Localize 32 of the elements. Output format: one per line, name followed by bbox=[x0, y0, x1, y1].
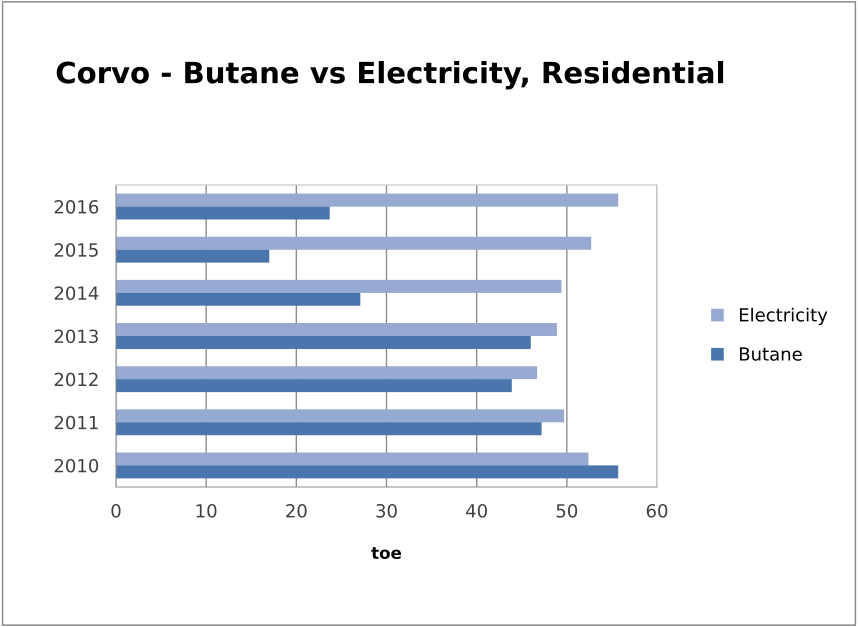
x-tick-label: 0 bbox=[111, 504, 121, 518]
bar bbox=[116, 206, 330, 220]
bar bbox=[116, 379, 512, 392]
bar bbox=[116, 292, 360, 306]
bar bbox=[116, 409, 564, 422]
bar bbox=[116, 336, 531, 349]
bar bbox=[116, 280, 562, 293]
y-tick-label: 2013 bbox=[54, 329, 98, 344]
y-tick-label: 2010 bbox=[54, 458, 98, 473]
chart-title: Corvo - Butane vs Electricity, Residential bbox=[56, 61, 724, 90]
x-tick-label: 20 bbox=[286, 504, 307, 518]
x-tick-label: 40 bbox=[466, 504, 487, 518]
y-tick-label: 2014 bbox=[54, 286, 98, 300]
bar bbox=[116, 194, 618, 207]
bar bbox=[116, 465, 618, 478]
x-tick-label: 10 bbox=[196, 504, 216, 518]
y-tick-label: 2015 bbox=[54, 243, 98, 257]
legend-label: Butane bbox=[740, 347, 802, 361]
bar bbox=[116, 422, 542, 436]
bar bbox=[116, 366, 538, 380]
bar bbox=[116, 250, 270, 263]
bar bbox=[116, 452, 588, 466]
legend-label: Electricity bbox=[740, 308, 828, 326]
x-tick-label: 30 bbox=[376, 504, 397, 518]
x-axis-title: toe bbox=[371, 547, 402, 560]
x-tick-label: 50 bbox=[556, 504, 578, 518]
bar bbox=[116, 236, 592, 250]
bar bbox=[116, 323, 557, 336]
y-tick-label: 2011 bbox=[54, 416, 98, 430]
y-tick-label: 2016 bbox=[54, 200, 98, 214]
x-tick-label: 60 bbox=[646, 504, 668, 518]
y-tick-label: 2012 bbox=[54, 372, 98, 386]
